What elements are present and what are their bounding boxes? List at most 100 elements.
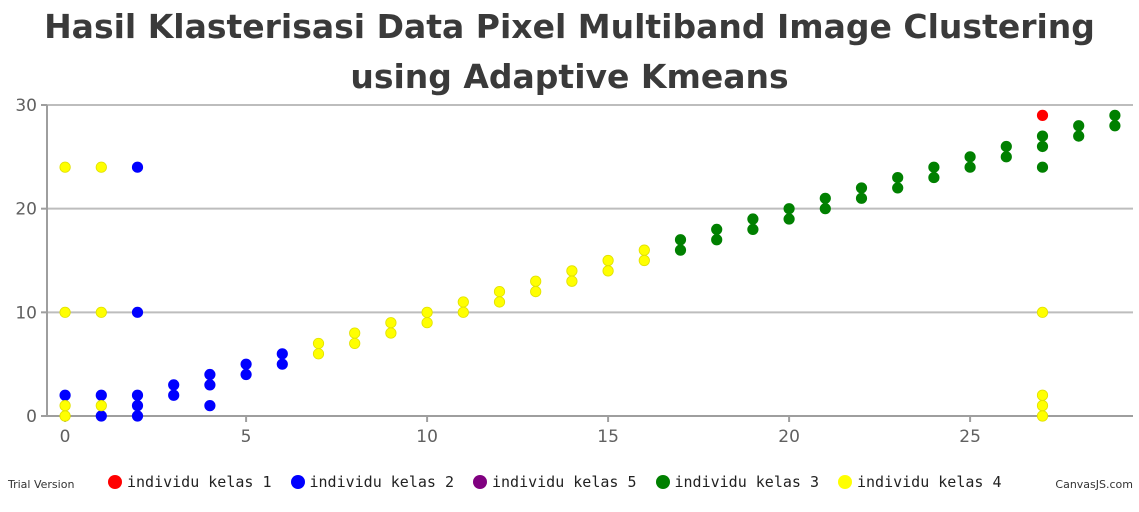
legend-label: individu kelas 5 <box>492 473 637 491</box>
data-point[interactable] <box>711 223 723 235</box>
data-point[interactable] <box>1036 161 1049 173</box>
data-point[interactable] <box>1109 120 1121 132</box>
data-point[interactable] <box>385 327 397 339</box>
data-point[interactable] <box>204 400 216 412</box>
data-point[interactable] <box>964 151 976 163</box>
legend-marker <box>655 475 670 489</box>
data-point[interactable] <box>819 203 831 215</box>
data-point[interactable] <box>566 265 578 277</box>
data-point[interactable] <box>928 161 940 173</box>
trial-version-label: Trial Version <box>8 478 75 491</box>
data-point[interactable] <box>964 161 976 173</box>
data-point[interactable] <box>855 192 868 204</box>
data-point[interactable] <box>421 317 433 329</box>
data-point[interactable] <box>457 306 469 318</box>
x-tick-label: 5 <box>241 427 252 447</box>
data-point[interactable] <box>131 161 144 173</box>
data-point[interactable] <box>240 368 252 381</box>
legend-label: individu kelas 4 <box>857 473 1002 491</box>
data-point[interactable] <box>855 182 868 194</box>
data-point[interactable] <box>602 265 614 277</box>
x-tick-label: 10 <box>416 427 438 447</box>
data-point[interactable] <box>1036 306 1049 318</box>
data-point[interactable] <box>204 368 216 381</box>
y-tick-label: 0 <box>26 407 37 427</box>
data-point[interactable] <box>95 161 107 173</box>
data-point[interactable] <box>95 389 107 401</box>
data-point[interactable] <box>59 389 71 401</box>
data-point[interactable] <box>530 275 542 287</box>
data-point[interactable] <box>349 327 361 339</box>
legend-label: individu kelas 3 <box>674 473 820 491</box>
data-point[interactable] <box>95 400 107 412</box>
x-tick-label: 0 <box>60 427 71 447</box>
data-point[interactable] <box>1036 389 1049 401</box>
legend-item[interactable]: individu kelas 4 <box>838 473 1002 491</box>
y-tick-label: 20 <box>15 200 37 220</box>
data-point[interactable] <box>276 358 288 370</box>
data-point[interactable] <box>1036 410 1049 422</box>
legend: individu kelas 1 individu kelas 2 individu… <box>108 470 1021 494</box>
data-point[interactable] <box>1000 151 1012 163</box>
data-point[interactable] <box>1000 140 1012 153</box>
data-point[interactable] <box>59 306 71 318</box>
data-point[interactable] <box>1036 140 1049 153</box>
data-point[interactable] <box>240 358 252 370</box>
data-point[interactable] <box>131 389 144 401</box>
data-point[interactable] <box>493 285 506 298</box>
y-tick-label: 10 <box>15 303 37 323</box>
legend-item[interactable]: individu kelas 1 <box>108 473 272 491</box>
data-points[interactable] <box>59 109 1121 422</box>
data-point[interactable] <box>638 244 650 256</box>
data-point[interactable] <box>276 348 288 360</box>
data-point[interactable] <box>566 275 578 287</box>
canvasjs-credit-link[interactable]: CanvasJS.com <box>1055 478 1133 491</box>
data-point[interactable] <box>95 410 107 422</box>
data-point[interactable] <box>312 348 325 360</box>
data-point[interactable] <box>131 410 144 422</box>
data-point[interactable] <box>168 389 180 401</box>
data-point[interactable] <box>385 317 397 329</box>
legend-marker <box>108 475 122 489</box>
legend-marker <box>838 475 852 489</box>
data-point[interactable] <box>928 171 940 184</box>
data-point[interactable] <box>638 254 650 267</box>
data-point[interactable] <box>59 161 71 173</box>
data-point[interactable] <box>674 234 687 246</box>
data-point[interactable] <box>421 306 433 318</box>
x-tick-label: 20 <box>778 427 800 447</box>
data-point[interactable] <box>602 254 614 267</box>
tick-labels: 0 10 20 30 0 5 10 15 20 25 <box>15 96 981 447</box>
data-point[interactable] <box>892 171 904 184</box>
data-point[interactable] <box>892 182 904 194</box>
data-point[interactable] <box>1109 109 1121 121</box>
data-point[interactable] <box>747 223 759 235</box>
data-point[interactable] <box>1073 120 1085 132</box>
data-point[interactable] <box>747 213 759 225</box>
data-point[interactable] <box>95 306 107 318</box>
data-point[interactable] <box>1073 130 1085 142</box>
data-point[interactable] <box>349 337 361 350</box>
data-point[interactable] <box>530 285 542 298</box>
data-point[interactable] <box>783 213 795 225</box>
data-point[interactable] <box>674 244 687 256</box>
data-point[interactable] <box>59 400 71 412</box>
data-point[interactable] <box>1036 109 1049 121</box>
data-point[interactable] <box>819 192 831 204</box>
data-point[interactable] <box>1036 130 1049 142</box>
data-point[interactable] <box>131 306 144 318</box>
data-point[interactable] <box>457 296 469 308</box>
legend-item[interactable]: individu kelas 3 <box>655 473 820 491</box>
legend-item[interactable]: individu kelas 5 <box>473 473 637 491</box>
data-point[interactable] <box>1036 400 1049 412</box>
data-point[interactable] <box>59 410 71 422</box>
data-point[interactable] <box>168 379 180 391</box>
data-point[interactable] <box>204 379 216 391</box>
data-point[interactable] <box>493 296 506 308</box>
data-point[interactable] <box>312 337 325 350</box>
data-point[interactable] <box>131 400 144 412</box>
data-point[interactable] <box>711 234 723 246</box>
data-point[interactable] <box>783 203 795 215</box>
legend-item[interactable]: individu kelas 2 <box>290 473 454 491</box>
